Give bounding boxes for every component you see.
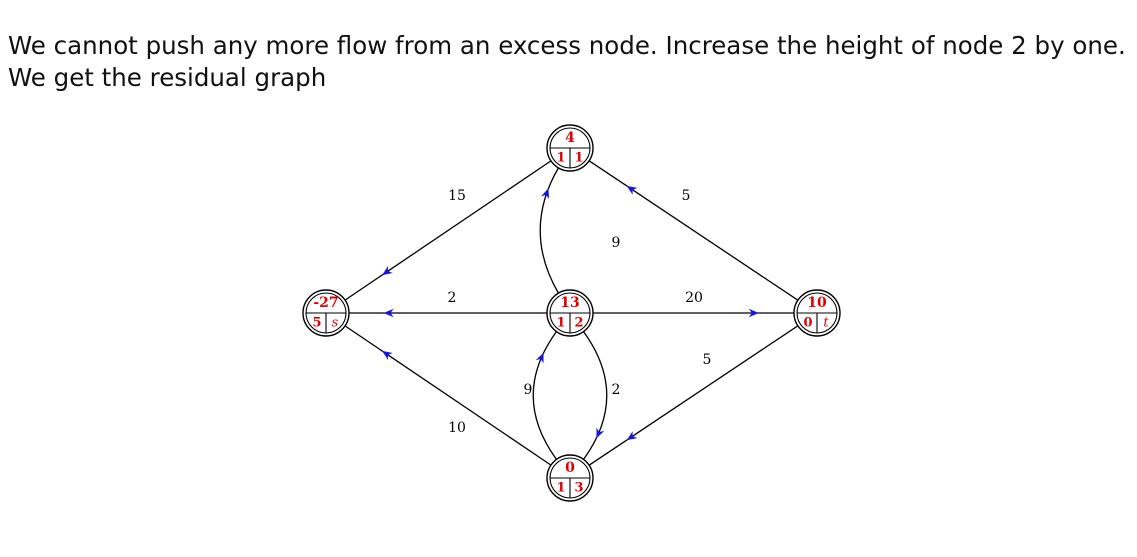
edge-t-to-n1: 5 (588, 160, 799, 301)
edge-capacity-label: 15 (448, 188, 466, 204)
edge-line (588, 325, 799, 466)
edge-capacity-label: 20 (685, 290, 703, 306)
caption-line-2: We get the residual graph (8, 63, 327, 92)
node-id: 1 (574, 151, 583, 166)
arrowhead (535, 352, 544, 364)
node-id: 3 (574, 481, 583, 496)
caption-line-1: We cannot push any more flow from an exc… (8, 31, 1126, 60)
arrowhead (382, 265, 393, 276)
edge-n3-to-n2: 2 (532, 331, 621, 460)
node-id: 2 (574, 316, 583, 331)
node-height: 0 (803, 316, 812, 331)
arrowhead (382, 350, 393, 361)
edge-n2-to-n3: 9 (524, 331, 608, 460)
node-2: 13 1 2 (546, 289, 594, 337)
edge-capacity-label: 5 (682, 188, 691, 204)
arrowhead (541, 188, 550, 200)
node-s: -27 5 s (302, 289, 350, 337)
node-1: 41 1 (546, 124, 594, 172)
edge-n2-to-n1: 9 (539, 167, 621, 294)
edge-capacity-label: 9 (612, 235, 621, 251)
edge-line (344, 160, 552, 301)
node-excess: -27 (313, 295, 338, 311)
edge-line (344, 325, 552, 466)
node-excess: 13 (560, 295, 579, 311)
edge-n2-to-t: 20 (593, 290, 794, 318)
node-id: s (332, 316, 339, 331)
edge-capacity-label: 9 (524, 382, 533, 398)
node-excess: 10 (807, 295, 827, 311)
node-t: 10 0 t (793, 289, 841, 337)
node-excess: 4 (565, 130, 575, 146)
edge-capacity-label: 2 (448, 290, 457, 306)
node-height: 1 (556, 316, 565, 331)
node-id: t (823, 316, 829, 331)
node-height: 1 (556, 481, 565, 496)
arrowhead (596, 427, 605, 439)
edge-capacity-label: 10 (448, 420, 466, 436)
edge-line (588, 160, 799, 301)
arrowhead (748, 308, 759, 318)
node-3: 01 3 (546, 454, 594, 502)
edge-capacity-label: 2 (612, 382, 621, 398)
arrowhead (383, 308, 394, 318)
edge-line (532, 331, 557, 460)
edge-n3-to-s: 10 (344, 325, 552, 466)
edge-line (539, 167, 559, 294)
node-excess: 0 (565, 460, 575, 476)
edge-capacity-label: 5 (703, 352, 712, 368)
node-height: 5 (312, 316, 321, 331)
arrowhead (626, 185, 638, 195)
arrowhead (626, 431, 638, 441)
caption: We cannot push any more flow from an exc… (8, 30, 1126, 94)
edge-n1-to-s: 15 (344, 160, 552, 301)
edge-n2-to-s: 2 (349, 290, 547, 318)
edge-line (583, 331, 608, 460)
node-height: 1 (556, 151, 565, 166)
edges-layer: 15 5 9 2 20 5 9 2 10 (344, 160, 799, 466)
edge-t-to-n3: 5 (588, 325, 799, 466)
